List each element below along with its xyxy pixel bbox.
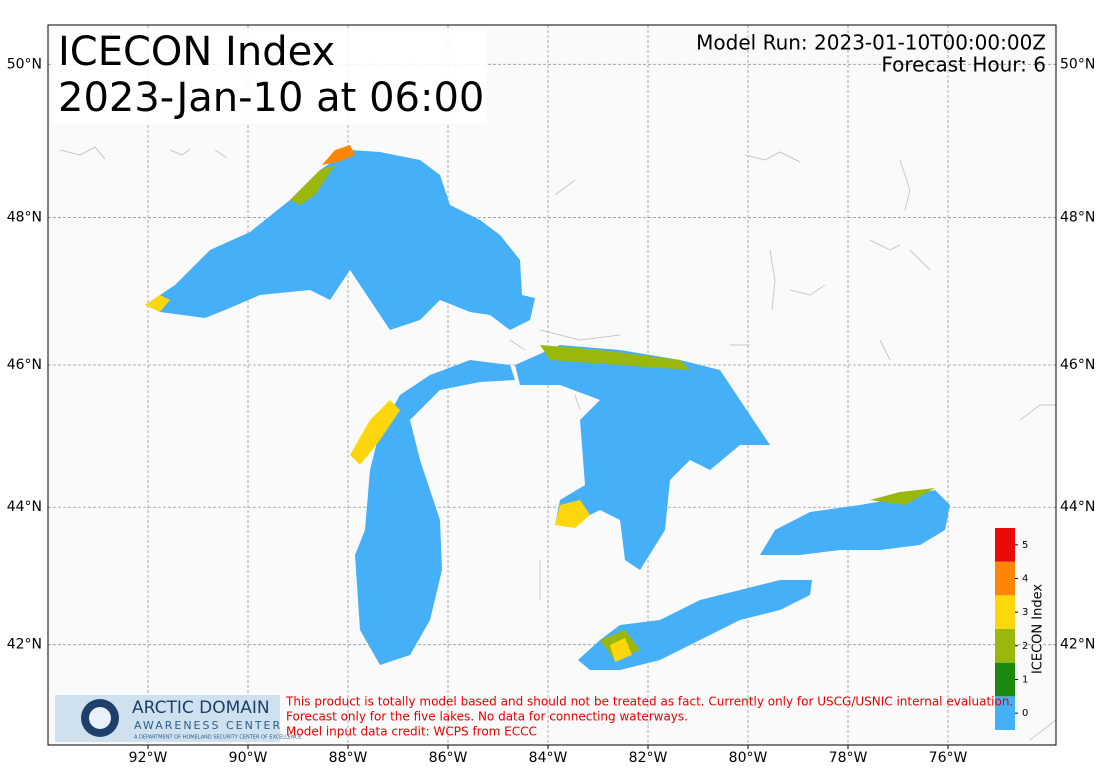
- ice-band: [350, 400, 400, 465]
- colorbar-tick-label: 0: [1022, 708, 1028, 719]
- axis-labels: 92°W 90°W 88°W 86°W 84°W 82°W 80°W 78°W 76°W 42°N…: [7, 56, 1096, 766]
- lake-superior: [145, 150, 535, 330]
- y-tick-label-right: 46°N: [1060, 357, 1095, 373]
- y-tick-label: 50°N: [7, 56, 42, 72]
- ice-band: [610, 638, 632, 662]
- x-tick-label: 76°W: [929, 750, 968, 766]
- lake-michigan: [355, 360, 515, 665]
- land-features: [59, 146, 1057, 741]
- x-tick-label: 80°W: [729, 750, 768, 766]
- map-frame: [47, 24, 1057, 746]
- logo-line1: ARCTIC DOMAIN: [132, 698, 270, 718]
- y-tick-label-right: 42°N: [1060, 637, 1095, 653]
- colorbar-tick-label: 3: [1022, 607, 1028, 618]
- title-background: [52, 29, 487, 124]
- colorbar-segment: [995, 595, 1015, 629]
- y-tick-label-right: 50°N: [1060, 56, 1095, 72]
- ice-band: [145, 295, 170, 312]
- y-tick-label-right: 48°N: [1060, 210, 1095, 226]
- logo: ARCTIC DOMAIN AWARENESS CENTER A DEPARTM…: [55, 695, 301, 742]
- y-tick-label: 48°N: [7, 210, 42, 226]
- ice-band: [290, 165, 335, 205]
- title: ICECON Index: [58, 29, 335, 75]
- y-tick-label-right: 44°N: [1060, 499, 1095, 515]
- colorbar-segment: [995, 696, 1015, 730]
- colorbar-segment: [995, 662, 1015, 697]
- ice-band: [322, 145, 355, 165]
- y-tick-label: 42°N: [7, 637, 42, 653]
- colorbar-label: ICECON Index: [1031, 584, 1046, 674]
- x-tick-label: 82°W: [629, 750, 668, 766]
- ice-band: [540, 345, 690, 370]
- forecast-hour: Forecast Hour: 6: [881, 53, 1046, 77]
- subtitle: 2023-Jan-10 at 06:00: [58, 75, 484, 121]
- lakes: [145, 145, 950, 670]
- model-run: Model Run: 2023-01-10T00:00:00Z: [696, 31, 1046, 55]
- y-tick-label: 44°N: [7, 499, 42, 515]
- x-tick-label: 84°W: [529, 750, 568, 766]
- logo-line2: AWARENESS CENTER: [134, 719, 282, 732]
- colorbar-tick-label: 2: [1022, 641, 1028, 652]
- ice-band: [555, 500, 590, 528]
- x-tick-label: 88°W: [329, 750, 368, 766]
- colorbar-tick-label: 4: [1022, 574, 1028, 585]
- colorbar-segment: [995, 528, 1015, 562]
- lake-ontario: [760, 490, 950, 555]
- disclaimer-line: Model input data credit: WCPS from ECCC: [286, 725, 537, 739]
- logo-line3: A DEPARTMENT OF HOMELAND SECURITY CENTER…: [134, 735, 301, 741]
- x-tick-label: 90°W: [229, 750, 268, 766]
- colorbar-tick-label: 1: [1022, 675, 1028, 686]
- x-tick-label: 86°W: [429, 750, 468, 766]
- x-tick-label: 92°W: [129, 750, 168, 766]
- colorbar-segment: [995, 561, 1015, 596]
- y-tick-label: 46°N: [7, 357, 42, 373]
- logo-globe-ice: [89, 707, 111, 729]
- colorbar-tick-label: 5: [1022, 540, 1028, 551]
- colorbar: 0 1 2 3 4 5: [995, 528, 1028, 730]
- disclaimer-line: Forecast only for the five lakes. No dat…: [286, 710, 688, 724]
- ice-band: [870, 488, 935, 505]
- colorbar-segment: [995, 629, 1015, 663]
- disclaimer-line: This product is totally model based and …: [285, 695, 1013, 709]
- x-tick-label: 78°W: [829, 750, 868, 766]
